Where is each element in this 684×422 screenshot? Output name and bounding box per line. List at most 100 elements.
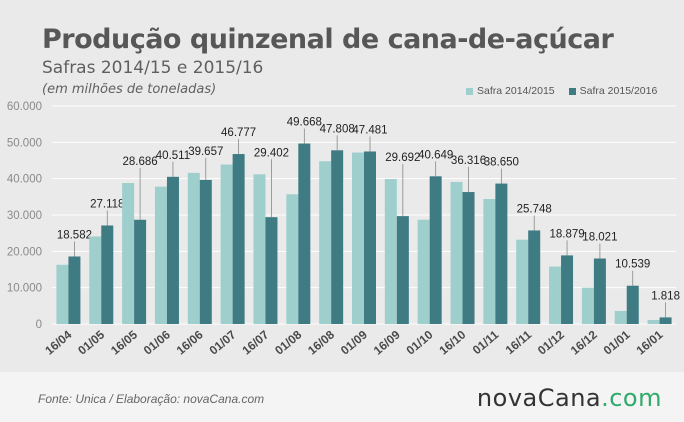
bar-2015-16 — [298, 143, 311, 324]
data-label: 10.539 — [615, 259, 650, 271]
y-tick-label: 30.000 — [7, 210, 42, 222]
data-label: 40.511 — [156, 150, 190, 162]
legend-label-2015: Safra 2015/2016 — [579, 85, 658, 97]
bar-2014-15 — [286, 194, 299, 324]
bar-2015-16 — [265, 217, 278, 324]
data-label: 36.316 — [451, 155, 486, 167]
data-label: 18.879 — [549, 228, 584, 240]
data-label: 29.692 — [385, 152, 420, 164]
bar-2015-16 — [561, 255, 574, 324]
legend-swatch-2015 — [568, 87, 576, 95]
bar-chart: 0 10.000 20.000 30.000 40.000 50.000 60.000 18.… — [7, 101, 680, 358]
data-label: 38.650 — [484, 157, 519, 169]
x-tick-label: 01/11 — [470, 327, 502, 357]
chart-panel: Produção quinzenal de cana-de-açúcar Saf… — [0, 0, 684, 372]
bar-2015-16 — [429, 176, 442, 324]
bar-2014-15 — [647, 320, 660, 324]
bar-2015-16 — [626, 285, 639, 324]
x-tick-label: 01/12 — [535, 327, 567, 357]
bar-2015-16 — [166, 176, 179, 324]
x-tick-label: 01/07 — [207, 327, 239, 357]
logo-suffix: .com — [601, 384, 662, 412]
x-tick-label: 01/08 — [272, 327, 304, 357]
bar-2014-15 — [253, 174, 266, 324]
bar-2015-16 — [134, 219, 147, 324]
bar-2015-16 — [232, 154, 245, 324]
unit-note: (em milhões de toneladas) — [42, 82, 217, 97]
source-note: Fonte: Unica / Elaboração: novaCana.com — [38, 392, 265, 406]
x-tick-label: 01/05 — [75, 327, 107, 357]
bar-2014-15 — [516, 239, 529, 324]
x-tick-label: 16/11 — [503, 327, 535, 357]
x-tick-label: 16/04 — [42, 327, 74, 357]
y-tick-label: 40.000 — [7, 174, 42, 186]
x-tick-label: 16/01 — [634, 327, 666, 357]
data-label: 47.808 — [320, 123, 355, 135]
bar-2015-16 — [659, 317, 672, 324]
bar-2014-15 — [581, 287, 594, 324]
data-label: 18.582 — [57, 229, 92, 241]
y-tick-label: 0 — [36, 319, 42, 331]
x-tick-label: 16/09 — [371, 327, 403, 357]
chart-title: Produção quinzenal de cana-de-açúcar — [42, 24, 614, 55]
bar-2014-15 — [187, 172, 200, 324]
legend-label-2014: Safra 2014/2015 — [477, 85, 555, 97]
bar-2014-15 — [549, 266, 562, 324]
bar-2015-16 — [528, 230, 541, 324]
x-tick-label: 16/10 — [436, 327, 468, 357]
x-tick-label: 16/12 — [568, 327, 600, 357]
logo-main: novaCana — [476, 384, 602, 412]
bar-2015-16 — [68, 256, 81, 324]
x-tick-label: 16/06 — [174, 327, 206, 357]
x-tick-label: 01/09 — [338, 327, 370, 357]
bar-2015-16 — [101, 225, 114, 324]
bar-2015-16 — [364, 151, 376, 324]
legend-swatch-2014 — [466, 87, 473, 95]
legend: Safra 2014/2015 Safra 2015/2016 — [466, 85, 657, 97]
bar-2014-15 — [319, 161, 332, 324]
bar-2015-16 — [462, 192, 475, 324]
bar-2015-16 — [396, 216, 409, 324]
x-tick-label: 16/08 — [305, 327, 337, 357]
bar-2014-15 — [122, 183, 135, 324]
data-label: 28.686 — [123, 156, 158, 168]
bar-2014-15 — [352, 152, 364, 324]
x-tick-label: 01/10 — [404, 327, 436, 357]
x-tick-label: 01/06 — [141, 327, 173, 357]
bar-2014-15 — [384, 179, 397, 324]
bar-2014-15 — [89, 236, 102, 324]
bar-2014-15 — [220, 164, 233, 324]
y-tick-label: 10.000 — [7, 283, 42, 295]
brand-logo: novaCana.com — [477, 384, 662, 412]
x-tick-label: 01/01 — [601, 327, 633, 357]
x-tick-label: 16/07 — [239, 327, 271, 357]
data-label: 49.668 — [287, 117, 322, 129]
data-label: 1.818 — [651, 290, 680, 302]
bar-2015-16 — [495, 183, 508, 324]
bar-2015-16 — [593, 258, 606, 324]
data-label: 47.481 — [352, 124, 387, 136]
bar-2014-15 — [483, 199, 496, 324]
x-tick-label: 16/05 — [108, 327, 140, 357]
bar-2014-15 — [56, 264, 69, 324]
y-tick-label: 50.000 — [7, 137, 42, 149]
data-label: 18.021 — [582, 232, 617, 244]
data-label: 40.649 — [418, 149, 453, 161]
footer: Fonte: Unica / Elaboração: novaCana.com … — [0, 372, 684, 422]
bar-2014-15 — [154, 186, 167, 324]
data-label: 25.748 — [517, 203, 552, 215]
bar-2014-15 — [450, 181, 463, 324]
bar-2014-15 — [614, 310, 627, 324]
data-label: 29.402 — [254, 147, 289, 159]
legend-item-2014: Safra 2014/2015 — [466, 85, 555, 97]
y-tick-label: 20.000 — [7, 246, 42, 258]
data-label: 27.118 — [90, 198, 124, 210]
bar-2015-16 — [331, 150, 344, 324]
legend-item-2015: Safra 2015/2016 — [568, 85, 658, 97]
bar-2014-15 — [417, 219, 430, 324]
y-tick-label: 60.000 — [7, 101, 42, 113]
chart-subtitle: Safras 2014/15 e 2015/16 — [42, 58, 264, 78]
data-label: 46.777 — [221, 127, 256, 139]
bar-2015-16 — [199, 179, 212, 324]
data-label: 39.657 — [188, 146, 223, 158]
